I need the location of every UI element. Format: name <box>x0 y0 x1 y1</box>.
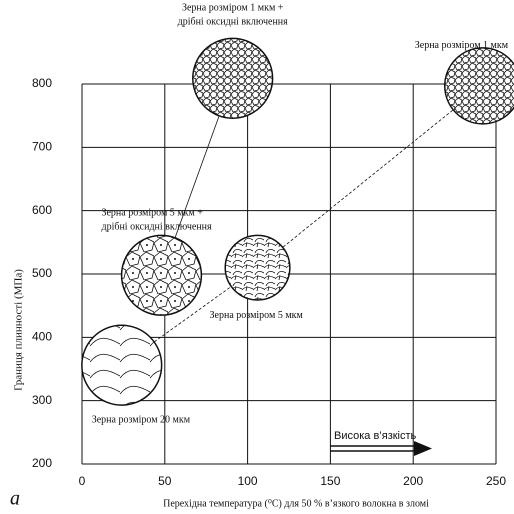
bubble <box>120 234 203 316</box>
x-tick-label: 250 <box>486 474 506 488</box>
x-axis-label: Перехідна температура (⁰С) для 50 % в’яз… <box>163 498 429 509</box>
y-tick-label: 400 <box>32 330 52 344</box>
x-tick-label: 0 <box>79 474 86 488</box>
x-tick-label: 200 <box>403 474 423 488</box>
bubble <box>81 324 163 406</box>
y-tick-label: 200 <box>32 456 52 470</box>
y-tick-label: 700 <box>32 140 52 154</box>
point-label: Зерна розміром 1 мкм + <box>182 3 284 14</box>
panel-label: a <box>10 488 20 510</box>
y-tick-label: 500 <box>32 266 52 280</box>
arrow <box>330 441 432 456</box>
y-axis-label: Границя плинності (МПа) <box>13 269 25 391</box>
x-tick-label: 50 <box>158 474 172 488</box>
y-tick-label: 800 <box>32 76 52 90</box>
arrow-label: Висока в’язкість <box>334 430 417 442</box>
y-tick-label: 600 <box>32 203 52 217</box>
y-tick-label: 300 <box>32 393 52 407</box>
bubble <box>192 37 274 119</box>
point-label: Зерна розміром 1 мкм <box>415 40 509 51</box>
bubble <box>224 234 291 301</box>
point-label: Зерна розміром 5 мкм + <box>101 208 203 219</box>
x-tick-label: 100 <box>238 474 258 488</box>
bubble <box>444 47 514 125</box>
point-label: Зерна розміром 5 мкм <box>210 310 304 321</box>
point-label: Зерна розміром 20 мкм <box>92 414 191 425</box>
point-label: дрібні оксидні включення <box>178 17 289 28</box>
point-label: дрібні оксидні включення <box>101 222 212 233</box>
x-tick-label: 150 <box>320 474 340 488</box>
